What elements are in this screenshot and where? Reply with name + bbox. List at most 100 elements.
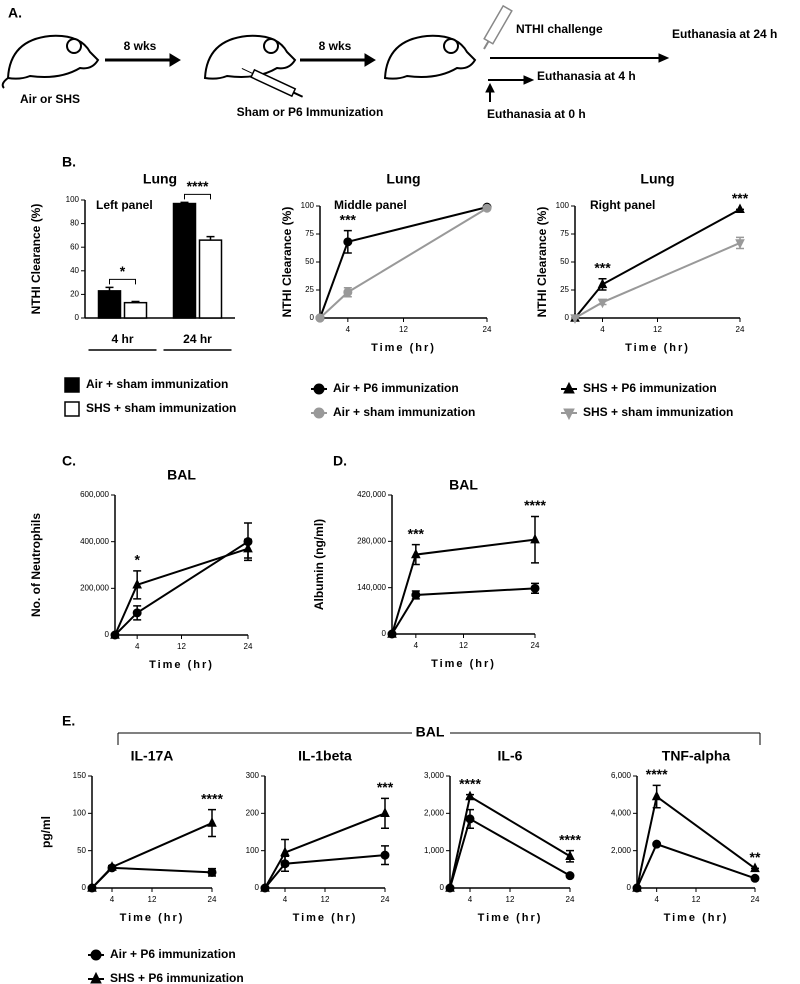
legend-label: SHS + sham immunization xyxy=(86,401,236,415)
legend-label: Air + sham immunization xyxy=(333,405,475,419)
significance: *** xyxy=(732,190,749,206)
marker xyxy=(132,578,142,589)
panel-label: B. xyxy=(62,154,76,170)
diagram-text: Euthanasia at 0 h xyxy=(487,107,586,121)
y-axis-label: NTHI Clearance (%) xyxy=(29,204,43,315)
x-tick-label: 4 xyxy=(600,325,605,334)
y-tick-label: 0 xyxy=(440,883,445,892)
panel-label: C. xyxy=(62,453,76,469)
x-tick-label: 24 xyxy=(381,895,390,904)
x-axis-label: Time (hr) xyxy=(478,912,543,924)
marker xyxy=(652,839,662,849)
y-tick-label: 0 xyxy=(565,313,570,322)
x-axis-label: Time (hr) xyxy=(625,342,690,354)
marker xyxy=(530,533,540,544)
significance: * xyxy=(134,552,140,568)
x-tick-label: 12 xyxy=(321,895,330,904)
marker xyxy=(207,817,217,827)
y-axis-label: pg/ml xyxy=(39,816,53,848)
series-line xyxy=(91,822,213,889)
x-tick-label: 12 xyxy=(692,895,701,904)
x-tick-label: 24 xyxy=(736,325,745,334)
x-tick-label: 24 xyxy=(483,325,492,334)
y-tick-label: 100 xyxy=(301,201,315,210)
y-tick-label: 0 xyxy=(105,630,110,639)
significance: **** xyxy=(559,831,581,847)
y-tick-label: 400,000 xyxy=(80,537,109,546)
bar xyxy=(172,202,197,319)
diagram-text: Euthanasia at 24 h xyxy=(672,27,777,41)
marker xyxy=(482,203,492,213)
y-tick-label: 6,000 xyxy=(611,771,632,780)
marker xyxy=(597,278,608,289)
x-tick-label: 12 xyxy=(177,642,186,651)
sig-bracket xyxy=(184,193,211,200)
marker xyxy=(563,408,575,421)
marker xyxy=(380,807,390,818)
legend-label: Air + P6 immunization xyxy=(110,947,236,961)
error-bar xyxy=(131,300,140,303)
y-tick-label: 100 xyxy=(246,846,260,855)
significance: *** xyxy=(594,260,611,276)
bar xyxy=(123,301,148,319)
significance: ** xyxy=(750,849,761,865)
y-tick-label: 100 xyxy=(66,195,80,204)
x-axis-label: Time (hr) xyxy=(431,658,496,670)
y-tick-label: 25 xyxy=(305,285,314,294)
y-tick-label: 300 xyxy=(246,771,260,780)
diagram-text: 8 wks xyxy=(319,39,352,53)
chart-title: BAL xyxy=(167,467,196,483)
marker xyxy=(750,873,760,883)
marker xyxy=(87,882,97,892)
marker xyxy=(465,814,475,824)
legend-label: Air + sham immunization xyxy=(86,377,228,391)
y-tick-label: 50 xyxy=(77,846,86,855)
chart-title: Lung xyxy=(143,171,177,187)
x-tick-label: 12 xyxy=(148,895,157,904)
x-tick-label: 12 xyxy=(506,895,515,904)
chart-title: BAL xyxy=(449,477,478,493)
marker xyxy=(260,882,270,892)
y-tick-label: 20 xyxy=(70,290,79,299)
diagram-text: Air or SHS xyxy=(20,92,80,106)
chart-title: IL-1beta xyxy=(298,748,352,764)
legend-label: SHS + P6 immunization xyxy=(583,381,717,395)
marker xyxy=(465,790,475,801)
pipette-icon xyxy=(483,4,513,50)
y-tick-label: 80 xyxy=(70,219,79,228)
y-tick-label: 100 xyxy=(73,808,87,817)
marker xyxy=(597,298,608,309)
x-tick-label: 12 xyxy=(653,325,662,334)
x-tick-label: 4 hr xyxy=(111,332,133,346)
x-tick-label: 24 xyxy=(244,642,253,651)
marker xyxy=(243,542,253,553)
y-axis-label: NTHI Clearance (%) xyxy=(280,207,294,318)
chart-title: TNF-alpha xyxy=(662,748,731,764)
significance: *** xyxy=(377,779,394,795)
y-tick-label: 60 xyxy=(70,242,79,251)
y-axis-label: Albumin (ng/ml) xyxy=(312,519,326,610)
marker xyxy=(411,590,421,600)
x-tick-label: 4 xyxy=(283,895,288,904)
marker xyxy=(280,846,290,857)
y-tick-label: 50 xyxy=(305,257,314,266)
significance: **** xyxy=(187,178,209,194)
marker xyxy=(107,861,117,871)
y-tick-label: 600,000 xyxy=(80,490,109,499)
marker xyxy=(380,850,390,860)
marker xyxy=(313,407,325,419)
y-tick-label: 40 xyxy=(70,266,79,275)
y-tick-label: 2,000 xyxy=(611,846,632,855)
marker xyxy=(64,377,80,393)
panel-note: Middle panel xyxy=(334,198,407,212)
significance: **** xyxy=(646,766,668,782)
panel-label: E. xyxy=(62,713,75,729)
arrows xyxy=(105,53,670,102)
y-tick-label: 200,000 xyxy=(80,583,109,592)
x-axis-label: Time (hr) xyxy=(149,659,214,671)
x-tick-label: 4 xyxy=(654,895,659,904)
mouse-icon xyxy=(1,34,100,89)
x-tick-label: 24 xyxy=(531,641,540,650)
x-tick-label: 12 xyxy=(459,641,468,650)
significance: **** xyxy=(524,497,546,513)
